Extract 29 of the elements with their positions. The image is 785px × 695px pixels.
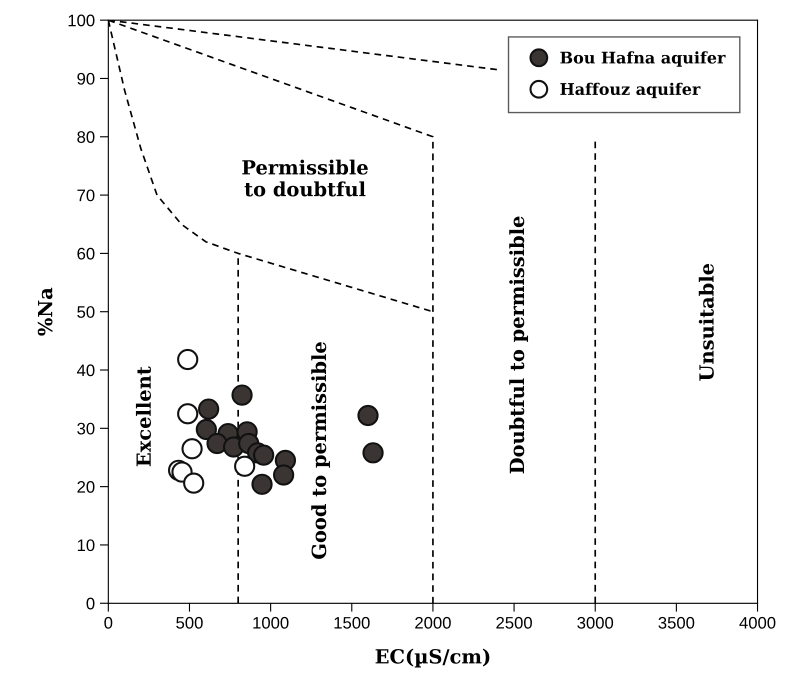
annotation: Good to permissible <box>311 342 330 559</box>
y-tick-label: 90 <box>77 72 94 85</box>
y-tick-label: 50 <box>77 306 94 318</box>
y-tick-label: 40 <box>76 364 94 376</box>
y-tick-label: 70 <box>77 189 94 202</box>
y-tick-label: 20 <box>77 481 94 493</box>
x-tick-label: 2500 <box>496 616 532 629</box>
x-tick-label: 1000 <box>253 616 289 629</box>
x-tick-label: 0 <box>104 616 112 629</box>
y-tick-label: 30 <box>77 422 94 435</box>
annotation: Unsuitable <box>698 264 714 381</box>
y-tick-label: 80 <box>77 131 94 143</box>
x-tick-label: 2000 <box>415 616 451 629</box>
y-tick-label: 60 <box>77 248 94 260</box>
legend-label: Haffouz aquifer <box>560 82 701 98</box>
legend-label: Bou Hafna aquifer <box>560 51 726 67</box>
y-tick-label: 0 <box>86 598 94 610</box>
x-tick-label: 1500 <box>334 616 370 629</box>
y-tick-label: 100 <box>68 14 94 26</box>
y-axis-title: %Na <box>38 288 52 336</box>
x-tick-label: 4000 <box>739 616 776 629</box>
x-tick-label: 3500 <box>658 616 694 629</box>
x-axis-title: EC(µS/cm) <box>376 648 490 668</box>
y-tick-label: 10 <box>78 539 94 552</box>
x-tick-label: 3000 <box>577 616 614 629</box>
annotation: Permissible to doubtful <box>242 160 368 196</box>
annotation: Doubtful to permissible <box>509 216 528 474</box>
x-tick-label: 500 <box>176 616 203 629</box>
annotation: Excellent <box>136 366 151 466</box>
